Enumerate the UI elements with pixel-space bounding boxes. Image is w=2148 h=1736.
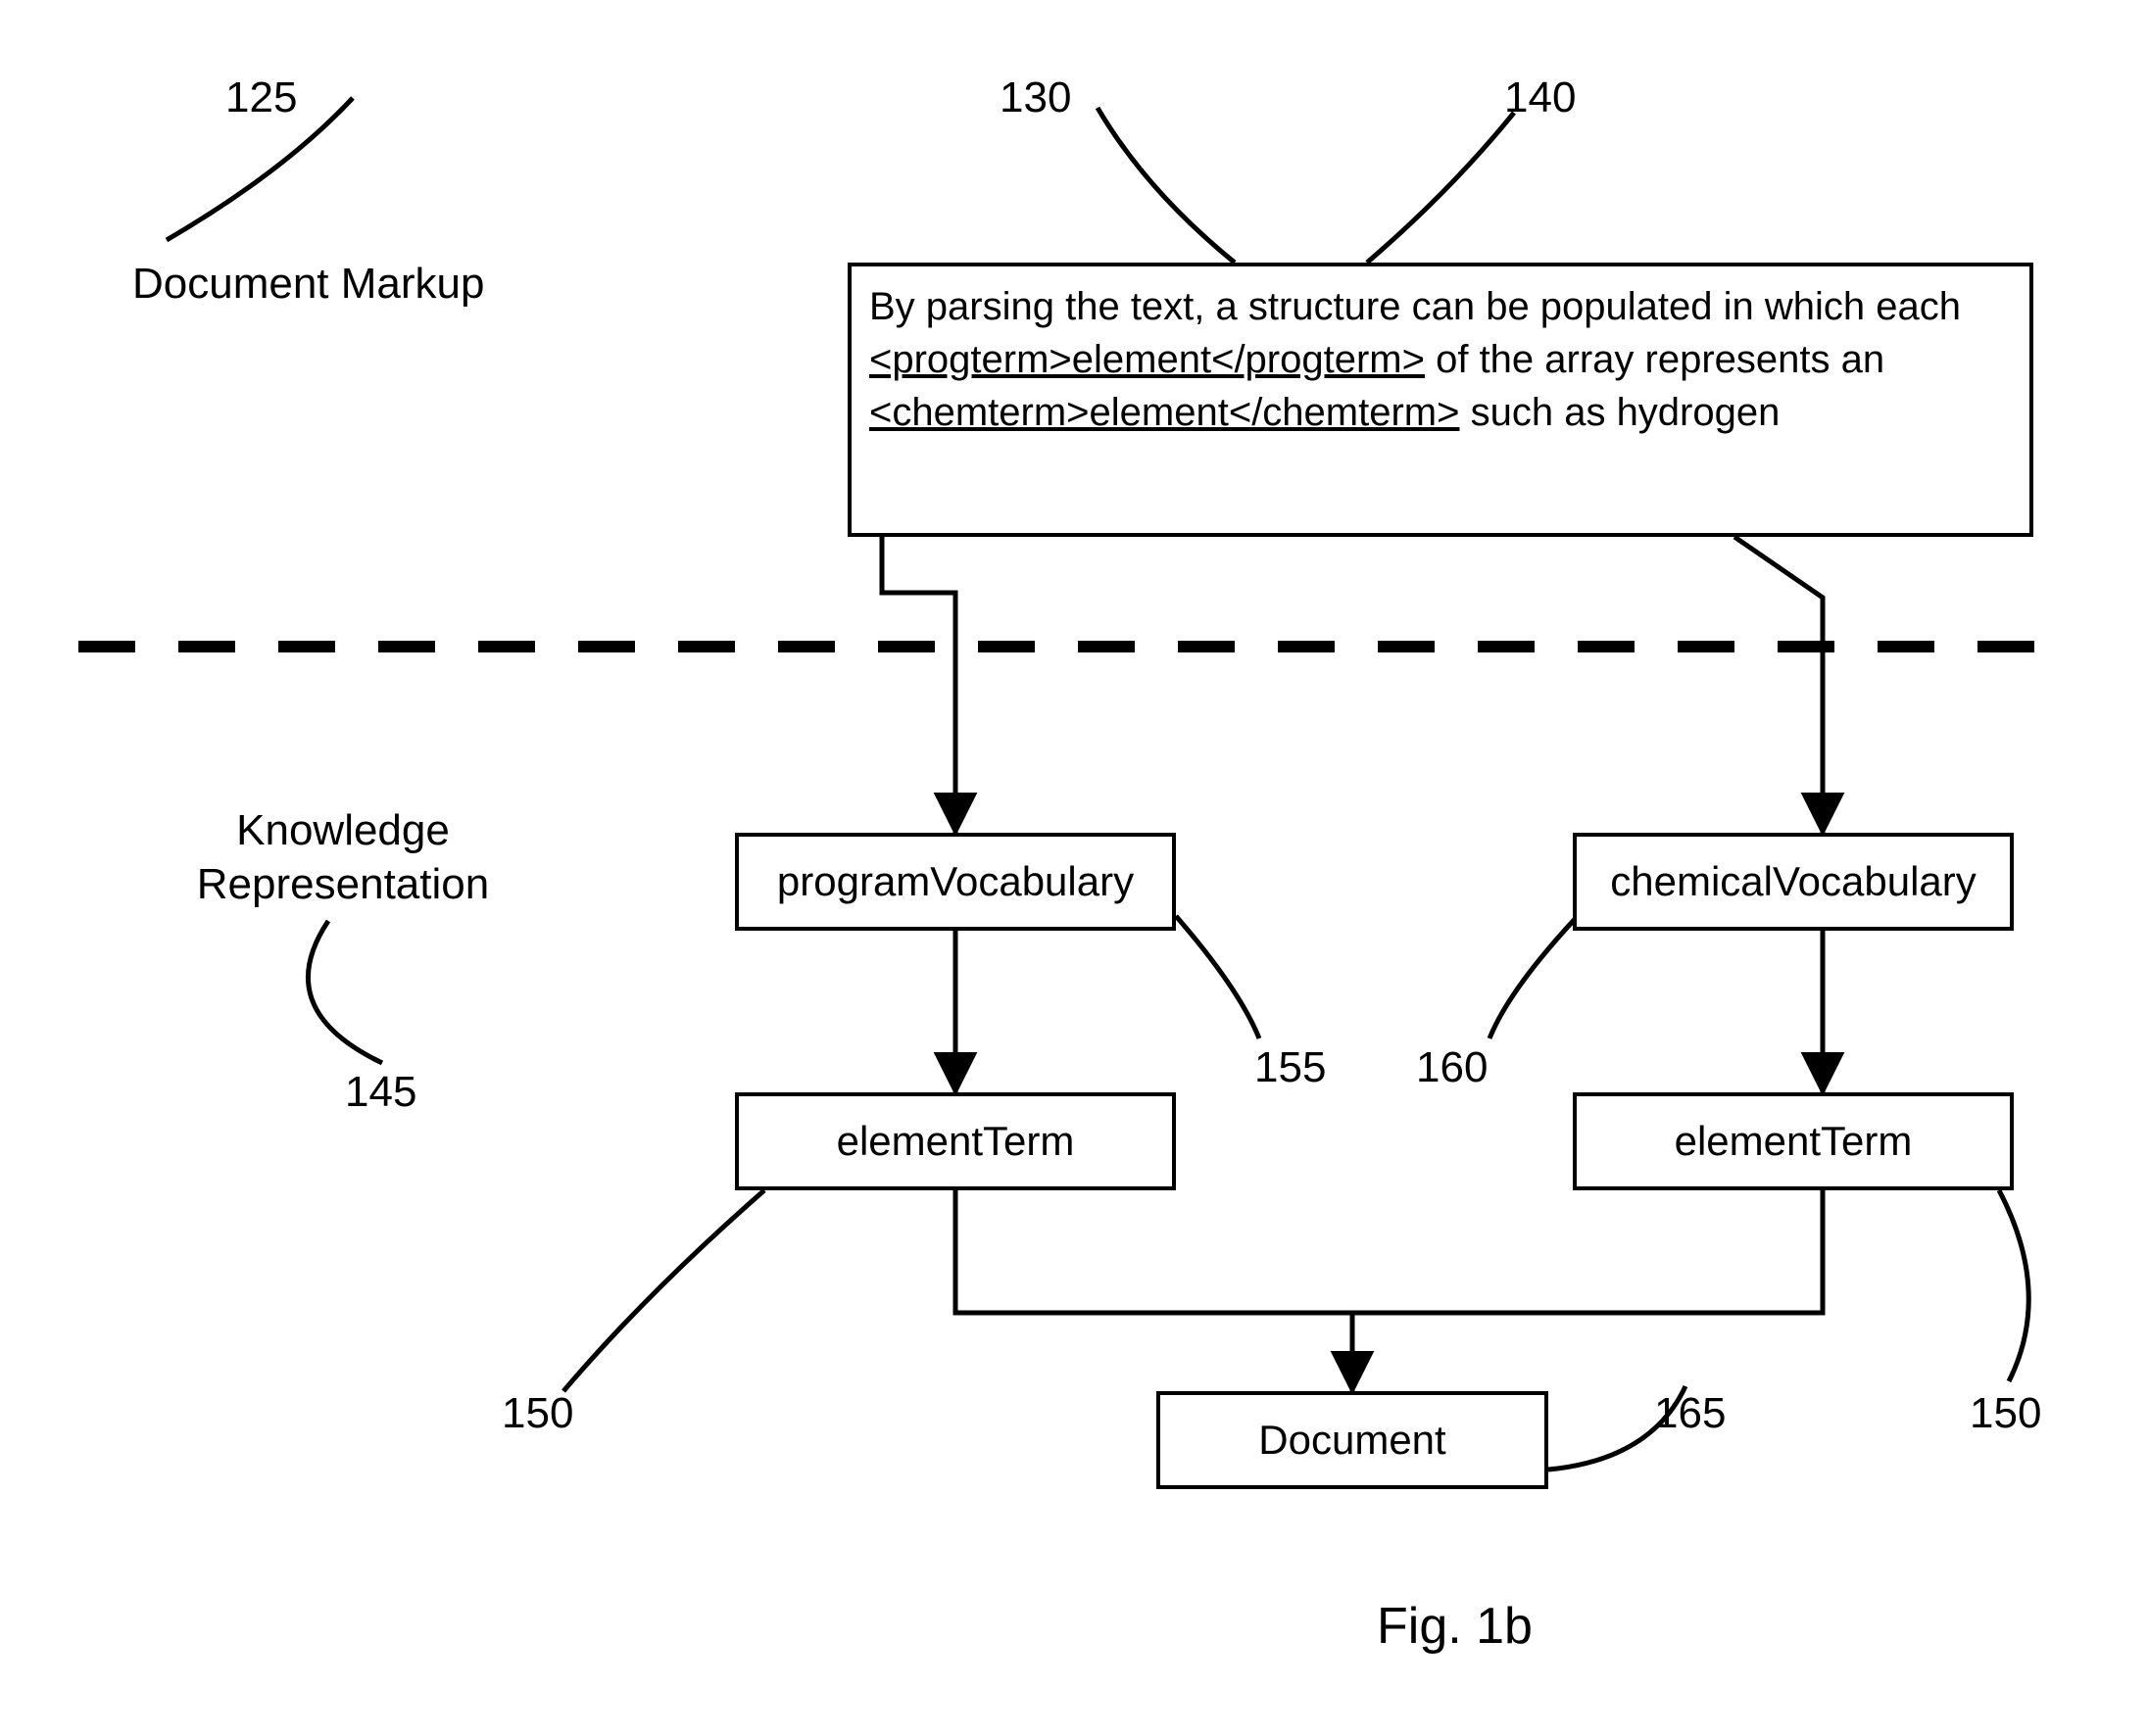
ref-155: 155 xyxy=(1254,1043,1326,1092)
callout-145 xyxy=(308,921,382,1063)
figtext-p5: such as hydrogen xyxy=(1459,391,1780,434)
kr-line2: Representation xyxy=(197,860,489,908)
node-chemical-vocabulary: chemicalVocabulary xyxy=(1573,833,2014,931)
edge-elemterm-r-to-document xyxy=(1352,1190,1823,1313)
node-program-vocabulary-label: programVocabulary xyxy=(777,858,1134,905)
node-element-term-right-label: elementTerm xyxy=(1675,1118,1913,1165)
diagram-canvas: Document Markup Knowledge Representation… xyxy=(0,0,2148,1736)
node-program-vocabulary: programVocabulary xyxy=(735,833,1176,931)
kr-line1: Knowledge xyxy=(236,806,450,854)
ref-150-left: 150 xyxy=(502,1389,573,1438)
callout-130 xyxy=(1098,108,1235,263)
figtext-p1: By parsing the text, a structure can be … xyxy=(869,285,1961,328)
figtext-chemterm: <chemterm>element</chemterm> xyxy=(869,391,1459,434)
callout-150-right xyxy=(1999,1190,2028,1381)
ref-125: 125 xyxy=(225,73,297,122)
ref-150-right: 150 xyxy=(1970,1389,2041,1438)
ref-145: 145 xyxy=(345,1068,416,1117)
section-label-document-markup: Document Markup xyxy=(132,260,484,309)
callout-160 xyxy=(1489,916,1578,1038)
node-element-term-left-label: elementTerm xyxy=(837,1118,1075,1165)
ref-130: 130 xyxy=(1000,73,1071,122)
edge-figbox-to-chemvocab xyxy=(1734,537,1823,833)
node-document: Document xyxy=(1156,1391,1548,1489)
callout-140 xyxy=(1367,113,1514,263)
node-element-term-left: elementTerm xyxy=(735,1092,1176,1190)
figtext-progterm: <progterm>element</progterm> xyxy=(869,338,1425,381)
node-chemical-vocabulary-label: chemicalVocabulary xyxy=(1610,858,1977,905)
figure-caption: Fig. 1b xyxy=(1377,1597,1533,1656)
node-document-label: Document xyxy=(1258,1417,1445,1464)
figtext-p3: of the array represents an xyxy=(1425,338,1884,381)
section-label-knowledge-representation: Knowledge Representation xyxy=(171,803,514,911)
edge-elemterm-l-to-document xyxy=(955,1190,1352,1391)
ref-160: 160 xyxy=(1416,1043,1488,1092)
edge-figbox-to-progvocab xyxy=(882,537,955,833)
callout-155 xyxy=(1176,916,1259,1038)
markup-text-box: By parsing the text, a structure can be … xyxy=(848,263,2033,537)
node-element-term-right: elementTerm xyxy=(1573,1092,2014,1190)
ref-165: 165 xyxy=(1654,1389,1726,1438)
ref-140: 140 xyxy=(1504,73,1576,122)
callout-150-left xyxy=(563,1190,764,1391)
